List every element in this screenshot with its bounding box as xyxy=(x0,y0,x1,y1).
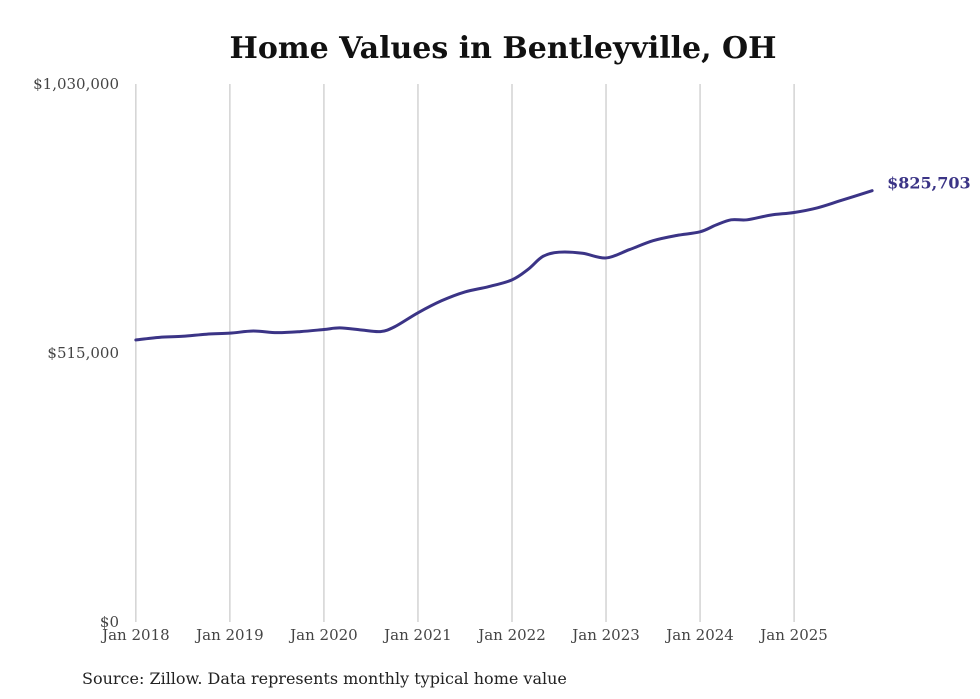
chart-title: Home Values in Bentleyville, OH xyxy=(230,31,777,66)
x-tick-label: Jan 2023 xyxy=(570,626,640,644)
data-point xyxy=(870,189,874,192)
x-tick-label: Jan 2019 xyxy=(194,626,264,644)
x-tick-label: Jan 2024 xyxy=(664,626,734,644)
x-tick-label: Jan 2020 xyxy=(288,626,358,644)
data-point xyxy=(299,330,302,333)
data-point xyxy=(134,338,138,342)
y-axis-ticks: $0 $515,000 $1,030,000 xyxy=(33,75,119,631)
data-point xyxy=(541,255,545,258)
data-point xyxy=(275,331,279,334)
source-note: Source: Zillow. Data represents monthly … xyxy=(82,669,567,688)
data-point xyxy=(181,335,185,338)
data-point xyxy=(816,206,819,209)
data-point xyxy=(769,213,772,217)
data-point xyxy=(393,325,396,329)
y-tick-label: $0 xyxy=(100,613,119,631)
data-point xyxy=(338,326,342,330)
data-point xyxy=(581,252,584,255)
data-point xyxy=(252,329,255,333)
data-point xyxy=(416,311,420,314)
data-point xyxy=(487,285,490,288)
data-point xyxy=(651,239,655,242)
data-point xyxy=(557,250,561,254)
data-point xyxy=(510,278,514,282)
data-point xyxy=(463,290,467,294)
x-axis-ticks: Jan 2018 Jan 2019 Jan 2020 Jan 2021 Jan 2022… xyxy=(100,626,828,644)
data-point xyxy=(360,328,363,332)
y-tick-label: $1,030,000 xyxy=(33,75,119,93)
series-layer: $825,703 xyxy=(134,174,971,342)
y-tick-label: $515,000 xyxy=(47,344,119,362)
data-point xyxy=(698,230,702,234)
data-point xyxy=(205,332,208,336)
gridlines xyxy=(135,84,795,622)
data-point xyxy=(839,199,843,202)
x-tick-label: Jan 2022 xyxy=(476,626,546,644)
end-value-label: $825,703 xyxy=(887,174,971,193)
data-point xyxy=(158,336,161,339)
data-point xyxy=(440,299,443,302)
data-point xyxy=(714,223,718,227)
data-point xyxy=(526,268,530,271)
data-point xyxy=(379,330,382,333)
x-tick-label: Jan 2021 xyxy=(382,626,452,644)
home-value-line xyxy=(134,189,874,342)
x-tick-label: Jan 2018 xyxy=(100,626,170,644)
data-point xyxy=(228,331,232,335)
data-point xyxy=(322,328,326,331)
data-point xyxy=(675,234,678,237)
data-point xyxy=(729,218,733,222)
data-point xyxy=(628,248,631,251)
x-tick-label: Jan 2025 xyxy=(758,626,828,644)
data-point xyxy=(792,211,796,214)
data-point xyxy=(745,218,749,222)
data-point xyxy=(604,256,608,260)
